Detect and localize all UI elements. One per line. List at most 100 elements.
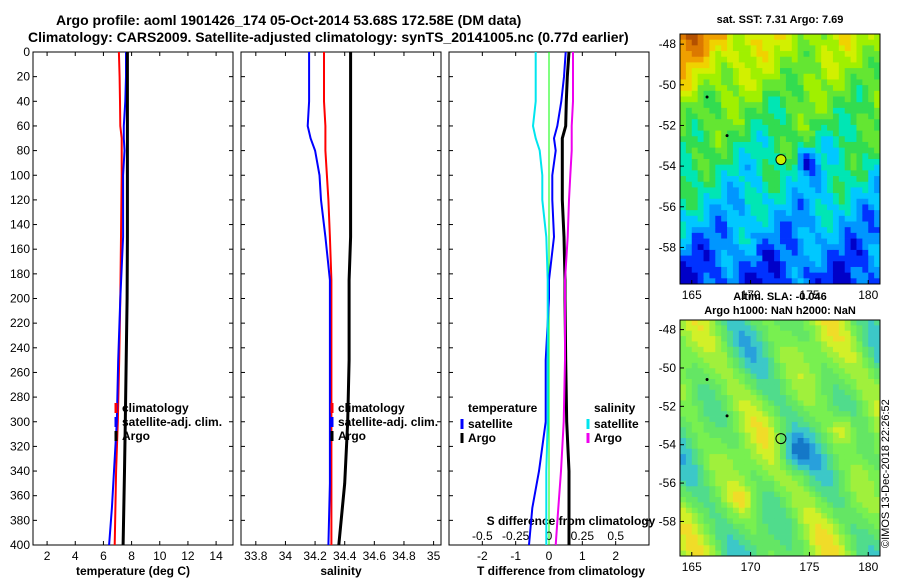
sst-map-cell [703,147,710,154]
sst-map-cell [680,261,687,268]
sst-map-cell [727,68,734,75]
sla-map-cell [697,507,704,514]
sst-map-cell [697,159,704,166]
sla-map-cell [838,432,846,439]
sla-map-cell [703,384,710,391]
sla-map-cell [809,497,816,503]
sst-map-cell [715,272,722,279]
sst-map-cell [691,141,699,149]
sla-map-cell [868,454,875,460]
sst-map-cell [856,204,863,211]
sla-map-cell [868,443,875,450]
sst-map-cell [803,187,810,194]
sst-map-cell [685,170,693,177]
sst-map-cell [709,45,716,52]
sst-map-cell [832,261,840,268]
sst-map-cell [703,176,710,183]
sst-map-cell [727,73,734,80]
sst-map-cell [850,198,857,205]
sla-map-cell [797,400,804,407]
sla-map-cell [774,443,781,450]
sla-map-cell [732,550,740,557]
sla-map-cell [715,464,722,471]
sst-map-cell [727,187,734,194]
sst-map-cell [821,113,828,120]
sla-map-cell [697,384,704,391]
sla-map-cell [838,454,846,460]
sst-map-cell [785,51,793,58]
sst-map-cell [691,39,699,46]
sla-map-cell [744,389,751,396]
sla-map-cell [774,534,781,541]
sla-map-cell [697,545,704,552]
sst-map-cell [774,90,781,97]
sst-map-cell [703,198,710,205]
sst-map-cell [850,278,857,285]
sla-map-cell [680,357,687,364]
sst-map-cell [715,198,722,205]
sst-map-cell [738,187,746,194]
sst-map-cell [874,238,881,245]
sst-map-cell [703,255,710,262]
sst-map-cell [874,164,881,171]
sla-map-cell [827,491,834,498]
sst-map-cell [856,238,863,245]
sla-map-cell [862,459,869,466]
sla-map-cell [680,346,687,353]
sla-map-cell [703,411,710,417]
sst-map-cell [738,198,746,205]
sla-map-cell [874,362,881,369]
sla-map-cell [838,534,846,541]
sst-map-cell [768,141,775,149]
sst-map-frame [679,33,881,285]
sla-map-cell [744,480,751,487]
sst-map-cell [762,153,769,160]
sst-map-cell [797,90,804,97]
sst-map-cell [744,215,751,222]
sst-map-cell [856,130,863,137]
sla-map-cell [868,470,875,476]
sla-map-cell [821,336,828,342]
sla-map-cell [844,341,851,348]
sla-map-cell [738,357,746,364]
sst-map-cell [844,136,851,143]
sla-map-cell [850,459,857,466]
sla-map-cell [874,523,881,530]
sla-map-cell [732,368,740,375]
sst-map-cell [768,181,775,188]
sst-map-cell [709,107,716,114]
sla-map-cell [815,470,822,476]
sla-map-cell [874,395,881,401]
sla-map-cell [785,389,793,396]
sst-map-cell [732,62,740,69]
sst-map-cell [744,244,751,251]
sla-map-cell [785,523,793,530]
sla-map-cell [703,523,710,530]
sst-map-cell [832,34,840,41]
sst-map-cell [715,90,722,97]
sla-map-cell [856,368,863,375]
sst-map-cell [868,51,875,58]
sla-map-cell [762,362,769,369]
sst-map-cell [856,45,863,52]
sst-map-cell [768,176,775,183]
sst-map-cell [691,232,699,239]
sla-map-cell [862,330,869,337]
sst-map-cell [850,141,857,149]
sla-map-cell [809,379,816,385]
sst-map-cell [774,164,781,171]
sst-map-cell [727,244,734,251]
sla-map-cell [856,502,863,509]
sla-map-cell [680,379,687,385]
sla-map-cell [862,529,869,535]
sla-map-cell [785,411,793,417]
sst-map-cell [856,119,863,126]
sst-map-cell [850,238,857,245]
sst-map-cell [791,62,799,69]
sla-map-cell [797,384,804,391]
sla-map-cell [697,497,704,503]
sla-map-cell [785,475,793,482]
sla-map-cell [768,470,775,476]
temperature-legend-label: Argo [122,429,150,443]
sst-map-cell [838,176,846,183]
